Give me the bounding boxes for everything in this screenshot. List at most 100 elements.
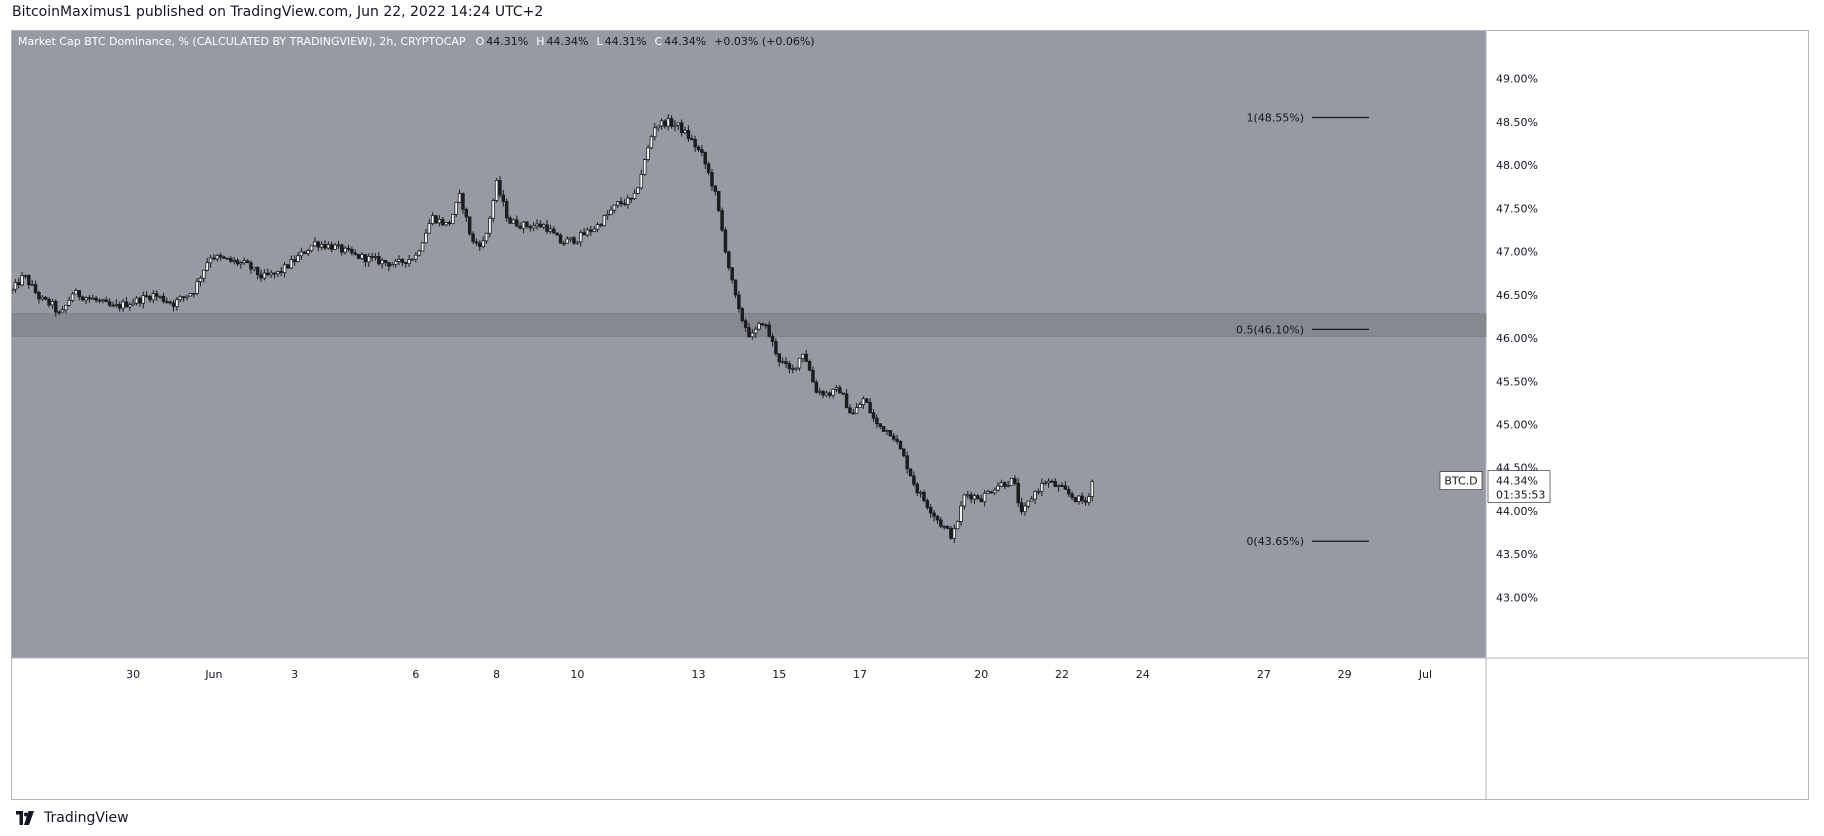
y-tick-label: 43.50% [1496,548,1538,561]
candle [723,227,728,255]
candle [124,297,129,308]
candle-body [437,218,442,224]
candle-body [824,392,829,396]
footer-brand[interactable]: TradingView [44,810,129,826]
candle [441,216,445,227]
candle-body [191,292,196,295]
candle-body [212,257,216,260]
tradingview-logo-icon[interactable] [12,811,38,825]
candle-body [424,232,428,244]
candle [404,262,408,269]
candle-body [289,259,294,269]
candle [572,235,576,245]
candle-body [387,262,391,267]
candle [989,490,994,494]
btc-dominance-chart[interactable]: 49.00% 48.50% 48.00% 47.50% 47.00% 46.50% 46.0… [12,31,1808,799]
candle [1009,478,1014,486]
candle [908,468,913,477]
candle-body [222,256,226,259]
candle-body [239,262,243,265]
candle [33,280,38,295]
candle-body [794,367,798,370]
candle-body [148,295,152,301]
candle-body [558,234,563,244]
candle-body [84,297,88,301]
candle-body [272,272,277,275]
candle [609,205,613,216]
candle [720,207,724,233]
candle [269,269,273,278]
candle [1080,492,1084,504]
candle-body [87,297,92,300]
candle-body [891,435,896,440]
candle-body [488,217,492,234]
candle-body [905,455,909,470]
candle [188,292,193,297]
candle [649,134,654,150]
candle [12,287,14,294]
candle-body [188,293,193,297]
candle [292,255,297,266]
candle [865,398,869,403]
candle-body [360,254,364,259]
candle-body [420,242,425,252]
candle-body [669,118,674,127]
candle [548,224,553,234]
candle [407,254,411,268]
candle [928,504,933,518]
x-tick-label: 10 [570,668,584,681]
candle [515,215,519,228]
candle [912,471,916,487]
candle-body [605,213,610,217]
candle-body [441,218,445,226]
candle [915,482,919,496]
candle-body [60,309,65,313]
candle [427,218,432,234]
candle [420,241,425,252]
candle [673,119,677,132]
candle-body [609,209,613,215]
candle-body [410,258,415,261]
candle [218,252,223,261]
candle-body [138,297,142,304]
candle-body [57,311,61,314]
candle-body [350,248,354,254]
x-tick-label: 20 [974,668,988,681]
candle-body [175,299,179,307]
candle [875,414,879,429]
candle-body [377,256,381,265]
candle [730,267,734,284]
candle-body [252,266,257,270]
x-tick-label: 29 [1338,668,1352,681]
candle [804,349,808,362]
candle [895,434,899,444]
candle [939,516,943,529]
candle-body [249,262,253,270]
candle-body [955,521,960,530]
candle-body [107,301,112,306]
candle [77,289,82,301]
candle [471,231,475,245]
candle [101,298,105,304]
candle-body [27,275,31,286]
candle-body [161,295,166,302]
candle-body [390,264,395,267]
plot-background [12,31,1486,658]
candle [817,387,822,396]
candle [23,274,28,279]
candle-body [501,194,506,202]
x-tick-label: 22 [1055,668,1069,681]
candle [996,482,1000,492]
candle-body [616,201,620,206]
candle [760,323,765,326]
candle-body [336,244,341,247]
candle-body [541,224,546,228]
candle [1087,493,1091,506]
candle-body [447,221,452,225]
candle-body [1066,488,1071,495]
candle-body [723,229,728,253]
candle [222,255,226,259]
candle-body [1090,481,1094,497]
candle [531,221,536,232]
candle-body [1053,481,1057,487]
